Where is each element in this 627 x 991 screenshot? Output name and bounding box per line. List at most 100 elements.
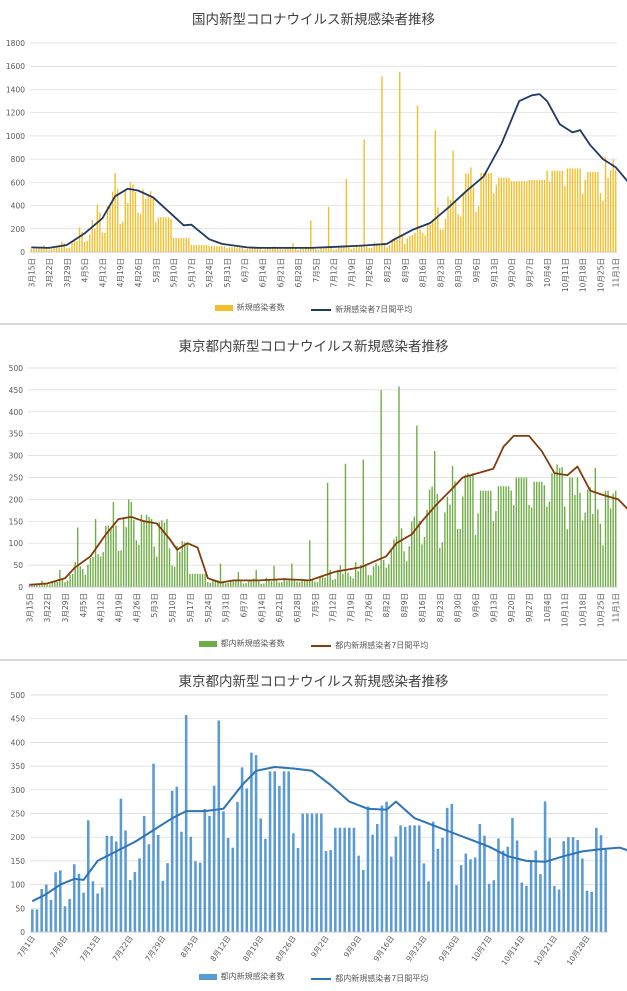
bar [355, 245, 358, 252]
bar [464, 474, 466, 587]
bar [604, 848, 607, 932]
bar [513, 181, 515, 252]
bar [264, 249, 266, 252]
bar [365, 564, 367, 587]
bar [515, 477, 517, 587]
x-tick-label: 5月24日 [205, 258, 214, 287]
bar [548, 181, 551, 252]
x-tick-label: 11月1日 [612, 593, 621, 622]
bar [170, 218, 172, 252]
bar [259, 247, 261, 252]
bar [104, 232, 106, 252]
bar [576, 477, 579, 587]
bar [597, 509, 599, 587]
bar [134, 192, 137, 252]
chart-panel-tokyo: 東京都内新型コロナウイルス新規感染者推移 0 50 100 150 200 250 300 3… [0, 327, 627, 657]
bar [413, 516, 415, 587]
bar [242, 583, 245, 587]
bar [129, 182, 132, 252]
bar [287, 246, 289, 252]
x-tick-label: 9月2日 [309, 934, 330, 959]
bar [457, 214, 459, 252]
x-tick-label: 10月25日 [596, 258, 605, 292]
bar [245, 583, 247, 587]
bar [68, 247, 71, 252]
y-tick-label: 1400 [6, 85, 25, 94]
bar [297, 250, 299, 252]
bar [403, 826, 407, 932]
bar [99, 212, 101, 252]
bar [579, 168, 581, 252]
bar [168, 548, 171, 587]
x-tick-label: 8月16日 [419, 258, 428, 287]
bar [122, 517, 125, 587]
x-tick-label: 8月19日 [241, 934, 265, 963]
bar [394, 836, 398, 932]
bar [459, 865, 463, 932]
bar [362, 869, 365, 932]
bar [426, 509, 428, 587]
bar [551, 473, 553, 587]
bar [259, 818, 263, 932]
bar [114, 841, 118, 932]
bar [592, 514, 594, 587]
x-tick-label: 5月10日 [168, 593, 177, 622]
bar [43, 583, 46, 587]
x-tick-label: 6月14日 [257, 593, 266, 622]
bar [500, 486, 502, 587]
bar [510, 181, 513, 252]
bar [255, 570, 257, 587]
bar [385, 567, 387, 587]
bar [265, 577, 268, 587]
bar [284, 247, 287, 252]
bar [309, 540, 311, 587]
bar [391, 239, 393, 252]
bar [236, 247, 238, 252]
bar [434, 130, 437, 252]
bar [426, 224, 429, 252]
bar [411, 521, 413, 587]
bar [45, 248, 48, 252]
bar [127, 203, 129, 252]
bar [525, 885, 528, 932]
bar [551, 170, 553, 252]
x-tick-label: 10月7日 [470, 934, 494, 963]
bar [271, 246, 274, 252]
bar [36, 584, 38, 587]
bar [194, 573, 196, 587]
bar [604, 156, 607, 252]
bar [393, 539, 395, 587]
bar [327, 206, 330, 252]
x-tick-label: 10月25日 [596, 593, 605, 627]
x-tick-label: 9月6日 [471, 593, 480, 618]
bar [469, 475, 472, 587]
bar [238, 247, 241, 252]
chart-national: 0 200 400 600 800 1000 1200 1400 1600 1800 3月15日 3月… [6, 39, 627, 292]
bar [223, 246, 226, 252]
bar [89, 558, 92, 587]
x-tick-label: 7月19日 [347, 593, 356, 622]
bar [84, 574, 87, 587]
bar [497, 838, 500, 932]
bar [48, 584, 51, 587]
bar [77, 527, 79, 587]
bar [130, 502, 132, 587]
bar [495, 511, 497, 587]
bar [546, 170, 548, 252]
bar [595, 827, 598, 932]
bar [492, 521, 495, 587]
x-tick-label: 6月21日 [276, 258, 285, 287]
x-tick-label: 4月19日 [116, 258, 125, 287]
bar [536, 180, 538, 252]
bar [439, 229, 442, 252]
x-tick-label: 4月5日 [79, 593, 88, 618]
y-tick-label: 400 [11, 738, 26, 747]
bar [370, 575, 372, 587]
y-tick-label: 1000 [6, 132, 25, 141]
y-tick-label: 50 [15, 904, 25, 913]
bar [110, 836, 113, 932]
bar [279, 249, 281, 252]
bar [597, 171, 599, 252]
bar [241, 247, 243, 252]
bar [156, 834, 160, 932]
